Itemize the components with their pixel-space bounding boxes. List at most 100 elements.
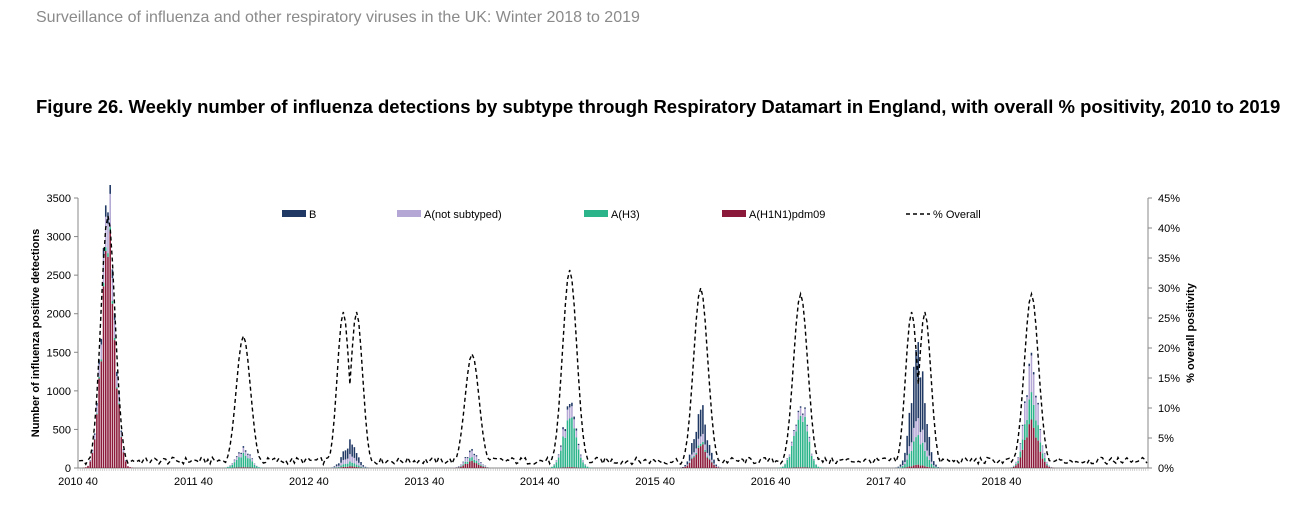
bar-not_subtyped xyxy=(469,452,471,459)
bar-b xyxy=(808,436,811,438)
bar-h3 xyxy=(806,431,809,468)
bar-not_subtyped xyxy=(564,431,567,438)
bar-not_subtyped xyxy=(562,429,564,437)
chart-bars xyxy=(82,185,1055,469)
legend-label: A(H1N1)pdm09 xyxy=(749,209,825,221)
bar-h3 xyxy=(335,467,338,468)
bar-not_subtyped xyxy=(238,453,240,458)
bar-b xyxy=(562,427,564,430)
y2-tick-label: 0% xyxy=(1158,463,1174,475)
bar-b xyxy=(691,443,693,455)
bar-not_subtyped xyxy=(340,462,342,466)
bar-h1 xyxy=(910,466,913,468)
bar-b xyxy=(1041,445,1044,447)
bar-h3 xyxy=(98,376,100,379)
bar-b xyxy=(908,412,911,447)
bar-h1 xyxy=(715,466,718,468)
bar-b xyxy=(233,459,236,461)
bar-b xyxy=(240,452,242,454)
bar-b xyxy=(251,458,254,460)
bar-h3 xyxy=(819,467,822,468)
bar-h3 xyxy=(107,253,109,257)
bar-h3 xyxy=(253,464,256,468)
bar-h3 xyxy=(786,459,789,468)
bar-b xyxy=(244,450,247,452)
bar-not_subtyped xyxy=(107,223,109,254)
bar-h3 xyxy=(1039,442,1042,452)
bar-b xyxy=(93,433,96,435)
bar-b xyxy=(926,424,928,451)
bar-h1 xyxy=(469,461,471,468)
bar-b xyxy=(102,248,105,258)
bar-h3 xyxy=(340,465,342,468)
x-tick-label: 2011 40 xyxy=(174,476,213,488)
bar-h1 xyxy=(473,462,476,468)
bar-not_subtyped xyxy=(1035,397,1037,421)
bar-b xyxy=(340,457,342,463)
bar-not_subtyped xyxy=(924,442,926,452)
bar-not_subtyped xyxy=(111,277,114,302)
bar-h1 xyxy=(1017,463,1019,468)
bar-not_subtyped xyxy=(482,464,484,466)
bar-not_subtyped xyxy=(904,462,906,465)
bar-not_subtyped xyxy=(691,454,693,458)
bar-b xyxy=(122,449,125,450)
bar-h3 xyxy=(555,462,558,468)
bar-h3 xyxy=(229,466,231,468)
bar-not_subtyped xyxy=(806,425,809,432)
bar-h3 xyxy=(562,436,564,468)
bar-not_subtyped xyxy=(229,465,231,467)
bar-not_subtyped xyxy=(484,465,487,467)
bar-h1 xyxy=(568,467,571,468)
bar-not_subtyped xyxy=(1037,404,1039,426)
bar-h1 xyxy=(84,467,87,468)
bar-not_subtyped xyxy=(255,466,258,467)
bar-b xyxy=(358,457,360,463)
bar-h3 xyxy=(1035,420,1037,438)
bar-h1 xyxy=(686,465,689,468)
bar-b xyxy=(342,451,345,460)
x-tick-label: 2017 40 xyxy=(866,476,906,488)
x-tick-label: 2015 40 xyxy=(635,476,675,488)
bar-h3 xyxy=(249,458,251,468)
bar-b xyxy=(104,205,107,217)
bar-not_subtyped xyxy=(917,418,920,436)
bar-not_subtyped xyxy=(582,460,584,463)
bar-b xyxy=(564,429,567,432)
bar-h1 xyxy=(120,437,123,468)
y-tick-label: 1500 xyxy=(47,347,71,359)
bar-h3 xyxy=(344,464,347,467)
bar-not_subtyped xyxy=(711,459,713,462)
bar-b xyxy=(790,441,793,443)
bar-not_subtyped xyxy=(901,465,904,467)
bar-h1 xyxy=(706,457,709,468)
bar-b xyxy=(333,466,336,468)
bar-h3 xyxy=(933,466,935,468)
bar-b xyxy=(477,459,480,461)
x-tick-label: 2010 40 xyxy=(58,476,98,488)
bar-not_subtyped xyxy=(89,460,91,462)
bar-h1 xyxy=(913,465,915,468)
bar-h3 xyxy=(564,437,567,468)
bar-h1 xyxy=(460,466,462,468)
bar-h3 xyxy=(695,452,698,455)
bar-h3 xyxy=(573,428,575,468)
bar-not_subtyped xyxy=(708,455,711,459)
y2-tick-label: 40% xyxy=(1158,223,1180,235)
bar-h3 xyxy=(460,466,462,467)
bar-h1 xyxy=(575,467,578,468)
legend-label: A(H3) xyxy=(611,209,640,221)
bar-h3 xyxy=(469,458,471,462)
bar-h3 xyxy=(571,417,573,468)
bar-h3 xyxy=(915,437,917,465)
bar-b xyxy=(566,406,569,410)
bar-not_subtyped xyxy=(560,446,562,451)
bar-h3 xyxy=(810,455,813,468)
bar-h1 xyxy=(464,463,467,468)
bar-h3 xyxy=(568,418,571,468)
bar-not_subtyped xyxy=(98,364,100,377)
bar-b xyxy=(473,453,476,456)
bar-h3 xyxy=(109,227,111,232)
bar-h1 xyxy=(482,466,484,468)
bar-b xyxy=(577,443,580,446)
